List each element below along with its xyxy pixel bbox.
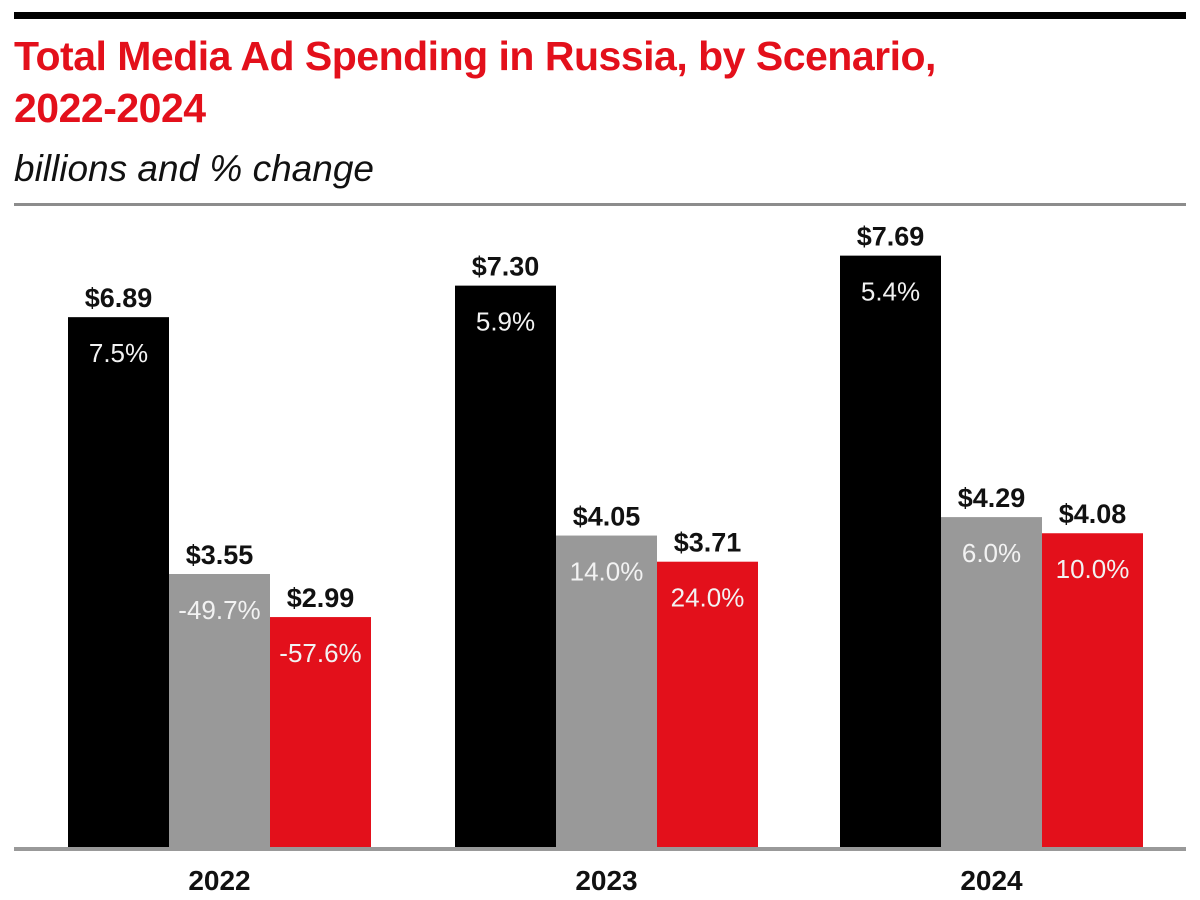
subtitle-rule <box>14 203 1186 206</box>
value-label-scenario-2-2022: $3.55 <box>186 540 254 570</box>
labels-layer: $6.89 7.5% $3.55 -49.7% $2.99 -57.6% 2022 $7.30… <box>85 222 1130 896</box>
chart-subtitle: billions and % change <box>14 148 374 189</box>
pct-change-label-scenario-1-2023: 5.9% <box>476 307 535 337</box>
bar-scenario-2-2023 <box>556 535 657 847</box>
pct-change-label-scenario-1-2022: 7.5% <box>89 338 148 368</box>
value-label-scenario-2-2023: $4.05 <box>573 502 641 532</box>
value-label-scenario-1-2023: $7.30 <box>472 252 540 282</box>
pct-change-label-scenario-2-2024: 6.0% <box>962 538 1021 568</box>
top-rule <box>14 12 1186 19</box>
bar-scenario-3-2024 <box>1042 533 1143 847</box>
value-label-scenario-2-2024: $4.29 <box>958 483 1026 513</box>
pct-change-label-scenario-3-2022: -57.6% <box>279 638 361 668</box>
value-label-scenario-3-2024: $4.08 <box>1059 499 1127 529</box>
x-tick-label-2022: 2022 <box>188 865 250 896</box>
x-tick-label-2024: 2024 <box>960 865 1023 896</box>
value-label-scenario-1-2024: $7.69 <box>857 222 925 252</box>
pct-change-label-scenario-1-2024: 5.4% <box>861 277 920 307</box>
bar-scenario-2-2022 <box>169 574 270 847</box>
x-tick-label-2023: 2023 <box>575 865 637 896</box>
value-label-scenario-3-2022: $2.99 <box>287 583 355 613</box>
chart-title-line-2: 2022-2024 <box>14 85 206 131</box>
chart-title-line-1: Total Media Ad Spending in Russia, by Sc… <box>14 33 936 79</box>
bar-scenario-2-2024 <box>941 517 1042 847</box>
bar-scenario-3-2022 <box>270 617 371 847</box>
pct-change-label-scenario-3-2024: 10.0% <box>1056 554 1130 584</box>
value-label-scenario-1-2022: $6.89 <box>85 283 153 313</box>
pct-change-label-scenario-2-2022: -49.7% <box>178 595 260 625</box>
bar-scenario-3-2023 <box>657 561 758 847</box>
value-label-scenario-3-2023: $3.71 <box>674 528 742 558</box>
bar-scenario-1-2024 <box>840 255 941 848</box>
bar-scenario-1-2023 <box>455 285 556 847</box>
pct-change-label-scenario-3-2023: 24.0% <box>671 583 745 613</box>
bars-layer <box>68 255 1143 848</box>
bar-scenario-1-2022 <box>68 317 169 847</box>
pct-change-label-scenario-2-2023: 14.0% <box>570 557 644 587</box>
chart-title: Total Media Ad Spending in Russia, by Sc… <box>14 30 1184 134</box>
